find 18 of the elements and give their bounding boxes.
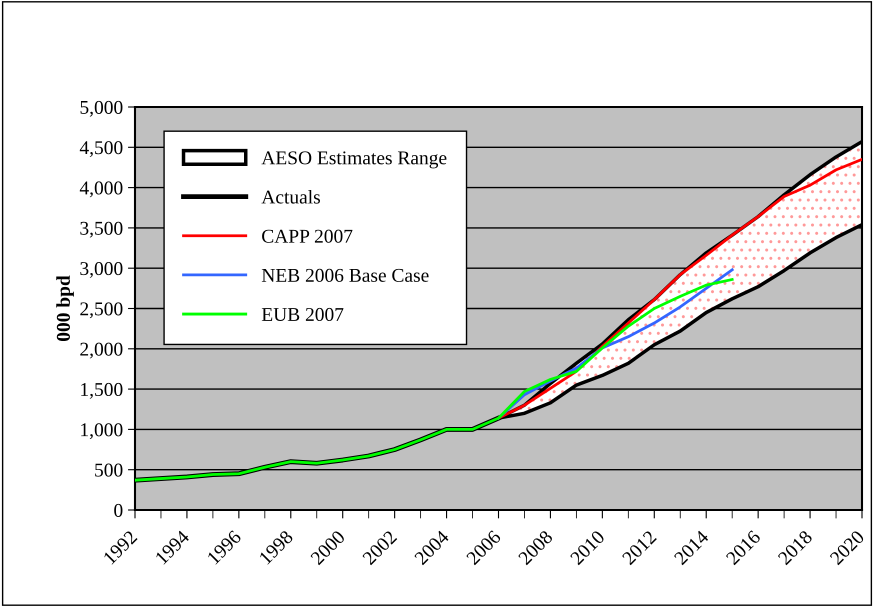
legend-label: Actuals <box>261 190 320 204</box>
y-tick-label: 1,000 <box>81 423 122 440</box>
y-tick-label: 4,500 <box>80 141 122 158</box>
y-tick-label: 500 <box>95 464 122 477</box>
y-tick-label: 4,000 <box>80 181 122 198</box>
y-tick-label: 3,500 <box>80 222 122 238</box>
legend-label: EUB 2007 <box>262 308 344 322</box>
y-tick-label: 3,000 <box>80 262 122 278</box>
y-tick-label: 2,500 <box>80 302 122 318</box>
x-tick-label: 1992 <box>102 530 138 565</box>
y-tick-label: 2,000 <box>80 342 122 359</box>
y-tick-label: 5,000 <box>80 100 122 117</box>
legend-label: AESO Estimates Range <box>261 151 446 168</box>
y-tick-label: 1,500 <box>81 382 122 399</box>
legend-label: NEB 2006 Base Case <box>262 268 429 282</box>
y-tick-label: 0 <box>114 504 122 517</box>
y-axis-title: 000 bpd <box>56 275 74 341</box>
legend-label: CAPP 2007 <box>262 230 352 243</box>
